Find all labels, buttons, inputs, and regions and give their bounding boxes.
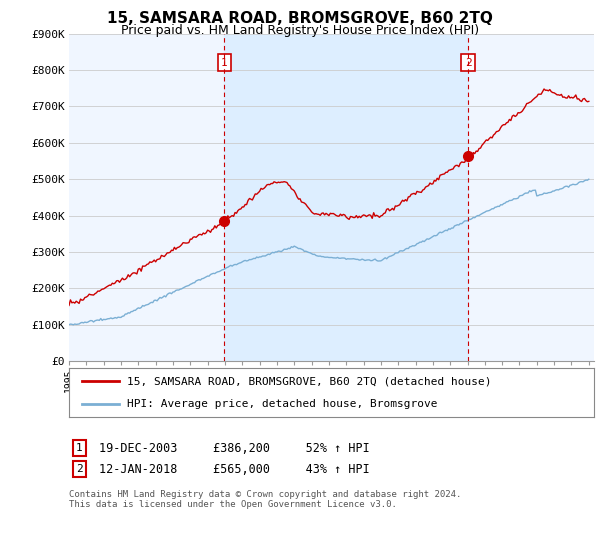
Text: Price paid vs. HM Land Registry's House Price Index (HPI): Price paid vs. HM Land Registry's House … [121,24,479,37]
Text: 2: 2 [76,464,83,474]
Text: 1: 1 [76,443,83,453]
Text: 1: 1 [221,58,228,68]
Text: HPI: Average price, detached house, Bromsgrove: HPI: Average price, detached house, Brom… [127,399,437,409]
Text: Contains HM Land Registry data © Crown copyright and database right 2024.
This d: Contains HM Land Registry data © Crown c… [69,490,461,510]
Bar [224,34,468,361]
Text: 15, SAMSARA ROAD, BROMSGROVE, B60 2TQ: 15, SAMSARA ROAD, BROMSGROVE, B60 2TQ [107,11,493,26]
Text: 12-JAN-2018     £565,000     43% ↑ HPI: 12-JAN-2018 £565,000 43% ↑ HPI [99,463,370,476]
Text: 2: 2 [465,58,472,68]
Text: 19-DEC-2003     £386,200     52% ↑ HPI: 19-DEC-2003 £386,200 52% ↑ HPI [99,441,370,455]
Text: 15, SAMSARA ROAD, BROMSGROVE, B60 2TQ (detached house): 15, SAMSARA ROAD, BROMSGROVE, B60 2TQ (d… [127,376,491,386]
